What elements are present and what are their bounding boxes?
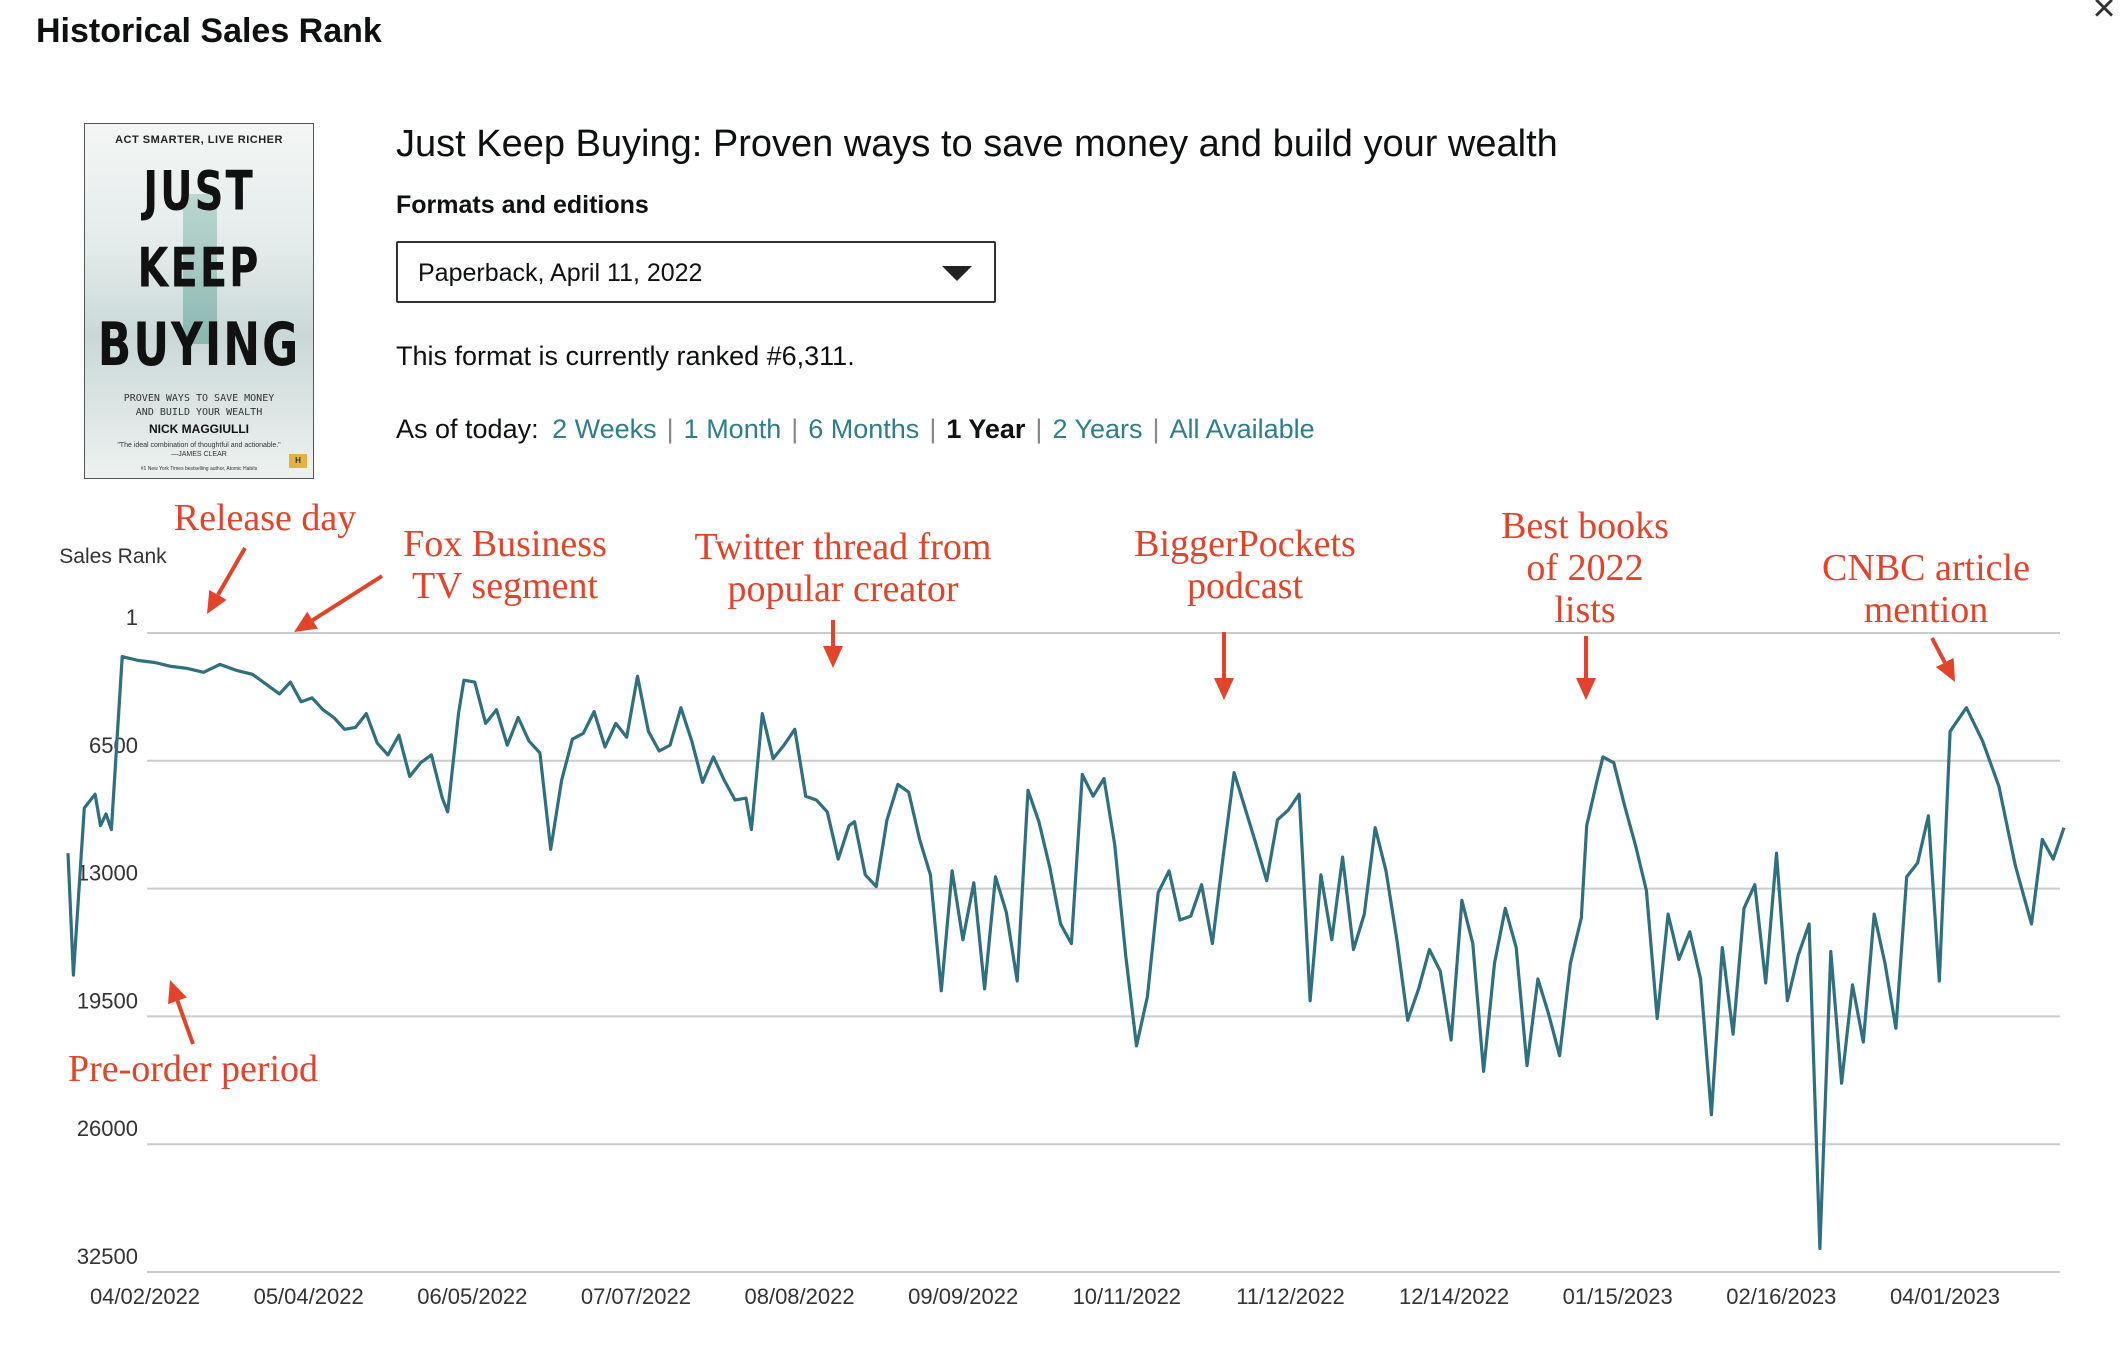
cover-subtitle: PROVEN WAYS TO SAVE MONEY AND BUILD YOUR… [85,392,313,420]
x-tick-label: 02/16/2023 [1726,1284,1836,1309]
x-tick-label: 05/04/2022 [254,1284,364,1309]
time-range-label: As of today: [396,414,539,444]
annotation-biggerpockets-podcast: BiggerPockets podcast [1134,523,1356,607]
x-tick-label: 06/05/2022 [417,1284,527,1309]
cover-quote: "The ideal combination of thoughtful and… [85,441,313,459]
range-separator: | [1035,414,1043,444]
y-tick-label: 19500 [77,988,138,1013]
range-option-1-year[interactable]: 1 Year [946,414,1026,444]
sales-rank-line [66,654,2066,1251]
range-option-1-month[interactable]: 1 Month [683,414,782,444]
panel-title: Historical Sales Rank [36,12,382,50]
x-tick-label: 10/11/2022 [1073,1284,1181,1309]
annotation-arrow [311,574,384,622]
cover-quote-text: "The ideal combination of thoughtful and… [117,442,281,449]
annotation-cnbc-article-mention: CNBC article mention [1822,547,2030,631]
time-range-selector: As of today: 2 Weeks | 1 Month | 6 Months | 1 … [396,414,1315,445]
y-axis-label: Sales Rank [59,545,167,568]
range-option-6-months[interactable]: 6 Months [808,414,920,444]
range-separator: | [791,414,799,444]
cover-title-line3: BUYING [97,311,301,380]
dollar-sign-graphic [183,194,217,344]
annotation-fox-business-tv-segment: Fox Business TV segment [403,523,607,607]
formats-label: Formats and editions [396,191,649,219]
format-dropdown[interactable]: Paperback, April 11, 2022 [396,241,996,303]
x-tick-label: 11/12/2022 [1236,1284,1344,1309]
x-tick-label: 04/02/2022 [90,1284,200,1309]
y-tick-label: 26000 [77,1116,138,1141]
cover-subtitle-line1: PROVEN WAYS TO SAVE MONEY [123,393,275,404]
x-tick-label: 12/14/2022 [1399,1284,1509,1309]
cover-tagline: ACT SMARTER, LIVE RICHER [115,134,283,146]
x-tick-label: 08/08/2022 [744,1284,854,1309]
y-tick-label: 1 [126,605,138,630]
x-tick-label: 04/01/2023 [1890,1284,2000,1309]
range-separator: | [1152,414,1160,444]
chevron-down-icon [942,266,972,281]
cover-title-line1: JUST [143,160,255,224]
y-tick-label: 6500 [89,733,138,758]
range-option-all-available[interactable]: All Available [1169,414,1315,444]
close-icon[interactable]: × [2092,0,2116,30]
range-option-2-years[interactable]: 2 Years [1052,414,1143,444]
book-cover: ACT SMARTER, LIVE RICHER JUST KEEP BUYIN… [84,123,314,479]
publisher-logo: H [289,454,307,468]
x-tick-label: 07/07/2022 [581,1284,691,1309]
format-selected-value: Paperback, April 11, 2022 [418,259,703,287]
cover-author: NICK MAGGIULLI [149,422,249,436]
cover-blurb: #1 New York Times bestselling author, At… [140,466,258,472]
annotation-arrowhead [1935,657,1955,682]
annotation-pre-order-period: Pre-order period [68,1048,318,1090]
cover-quote-author: —JAMES CLEAR [171,451,227,458]
annotation-arrow [1930,637,1947,664]
y-tick-label: 32500 [77,1244,138,1269]
annotation-arrowhead [294,611,318,632]
current-rank-text: This format is currently ranked #6,311. [396,341,855,371]
annotation-twitter-thread-from-popular-creator: Twitter thread from popular creator [694,526,991,610]
annotation-arrowhead [207,589,227,614]
x-tick-label: 01/15/2023 [1563,1284,1673,1309]
annotation-arrowhead [823,646,843,668]
annotation-release-day: Release day [174,497,357,539]
range-option-2-weeks[interactable]: 2 Weeks [552,414,657,444]
annotation-arrowhead [1576,678,1596,700]
x-tick-label: 09/09/2022 [908,1284,1018,1309]
annotation-arrowhead [168,980,187,1005]
annotation-arrowhead [1214,678,1234,700]
y-tick-label: 13000 [77,861,138,886]
range-separator: | [666,414,674,444]
cover-subtitle-line2: AND BUILD YOUR WEALTH [135,407,263,418]
range-separator: | [929,414,937,444]
book-title: Just Keep Buying: Proven ways to save mo… [396,123,1558,165]
annotation-arrow [216,547,247,596]
cover-title-line2: KEEP [137,237,261,301]
annotation-best-books-of-2022-lists: Best books of 2022 lists [1501,505,1669,631]
annotation-arrow [175,1000,195,1045]
